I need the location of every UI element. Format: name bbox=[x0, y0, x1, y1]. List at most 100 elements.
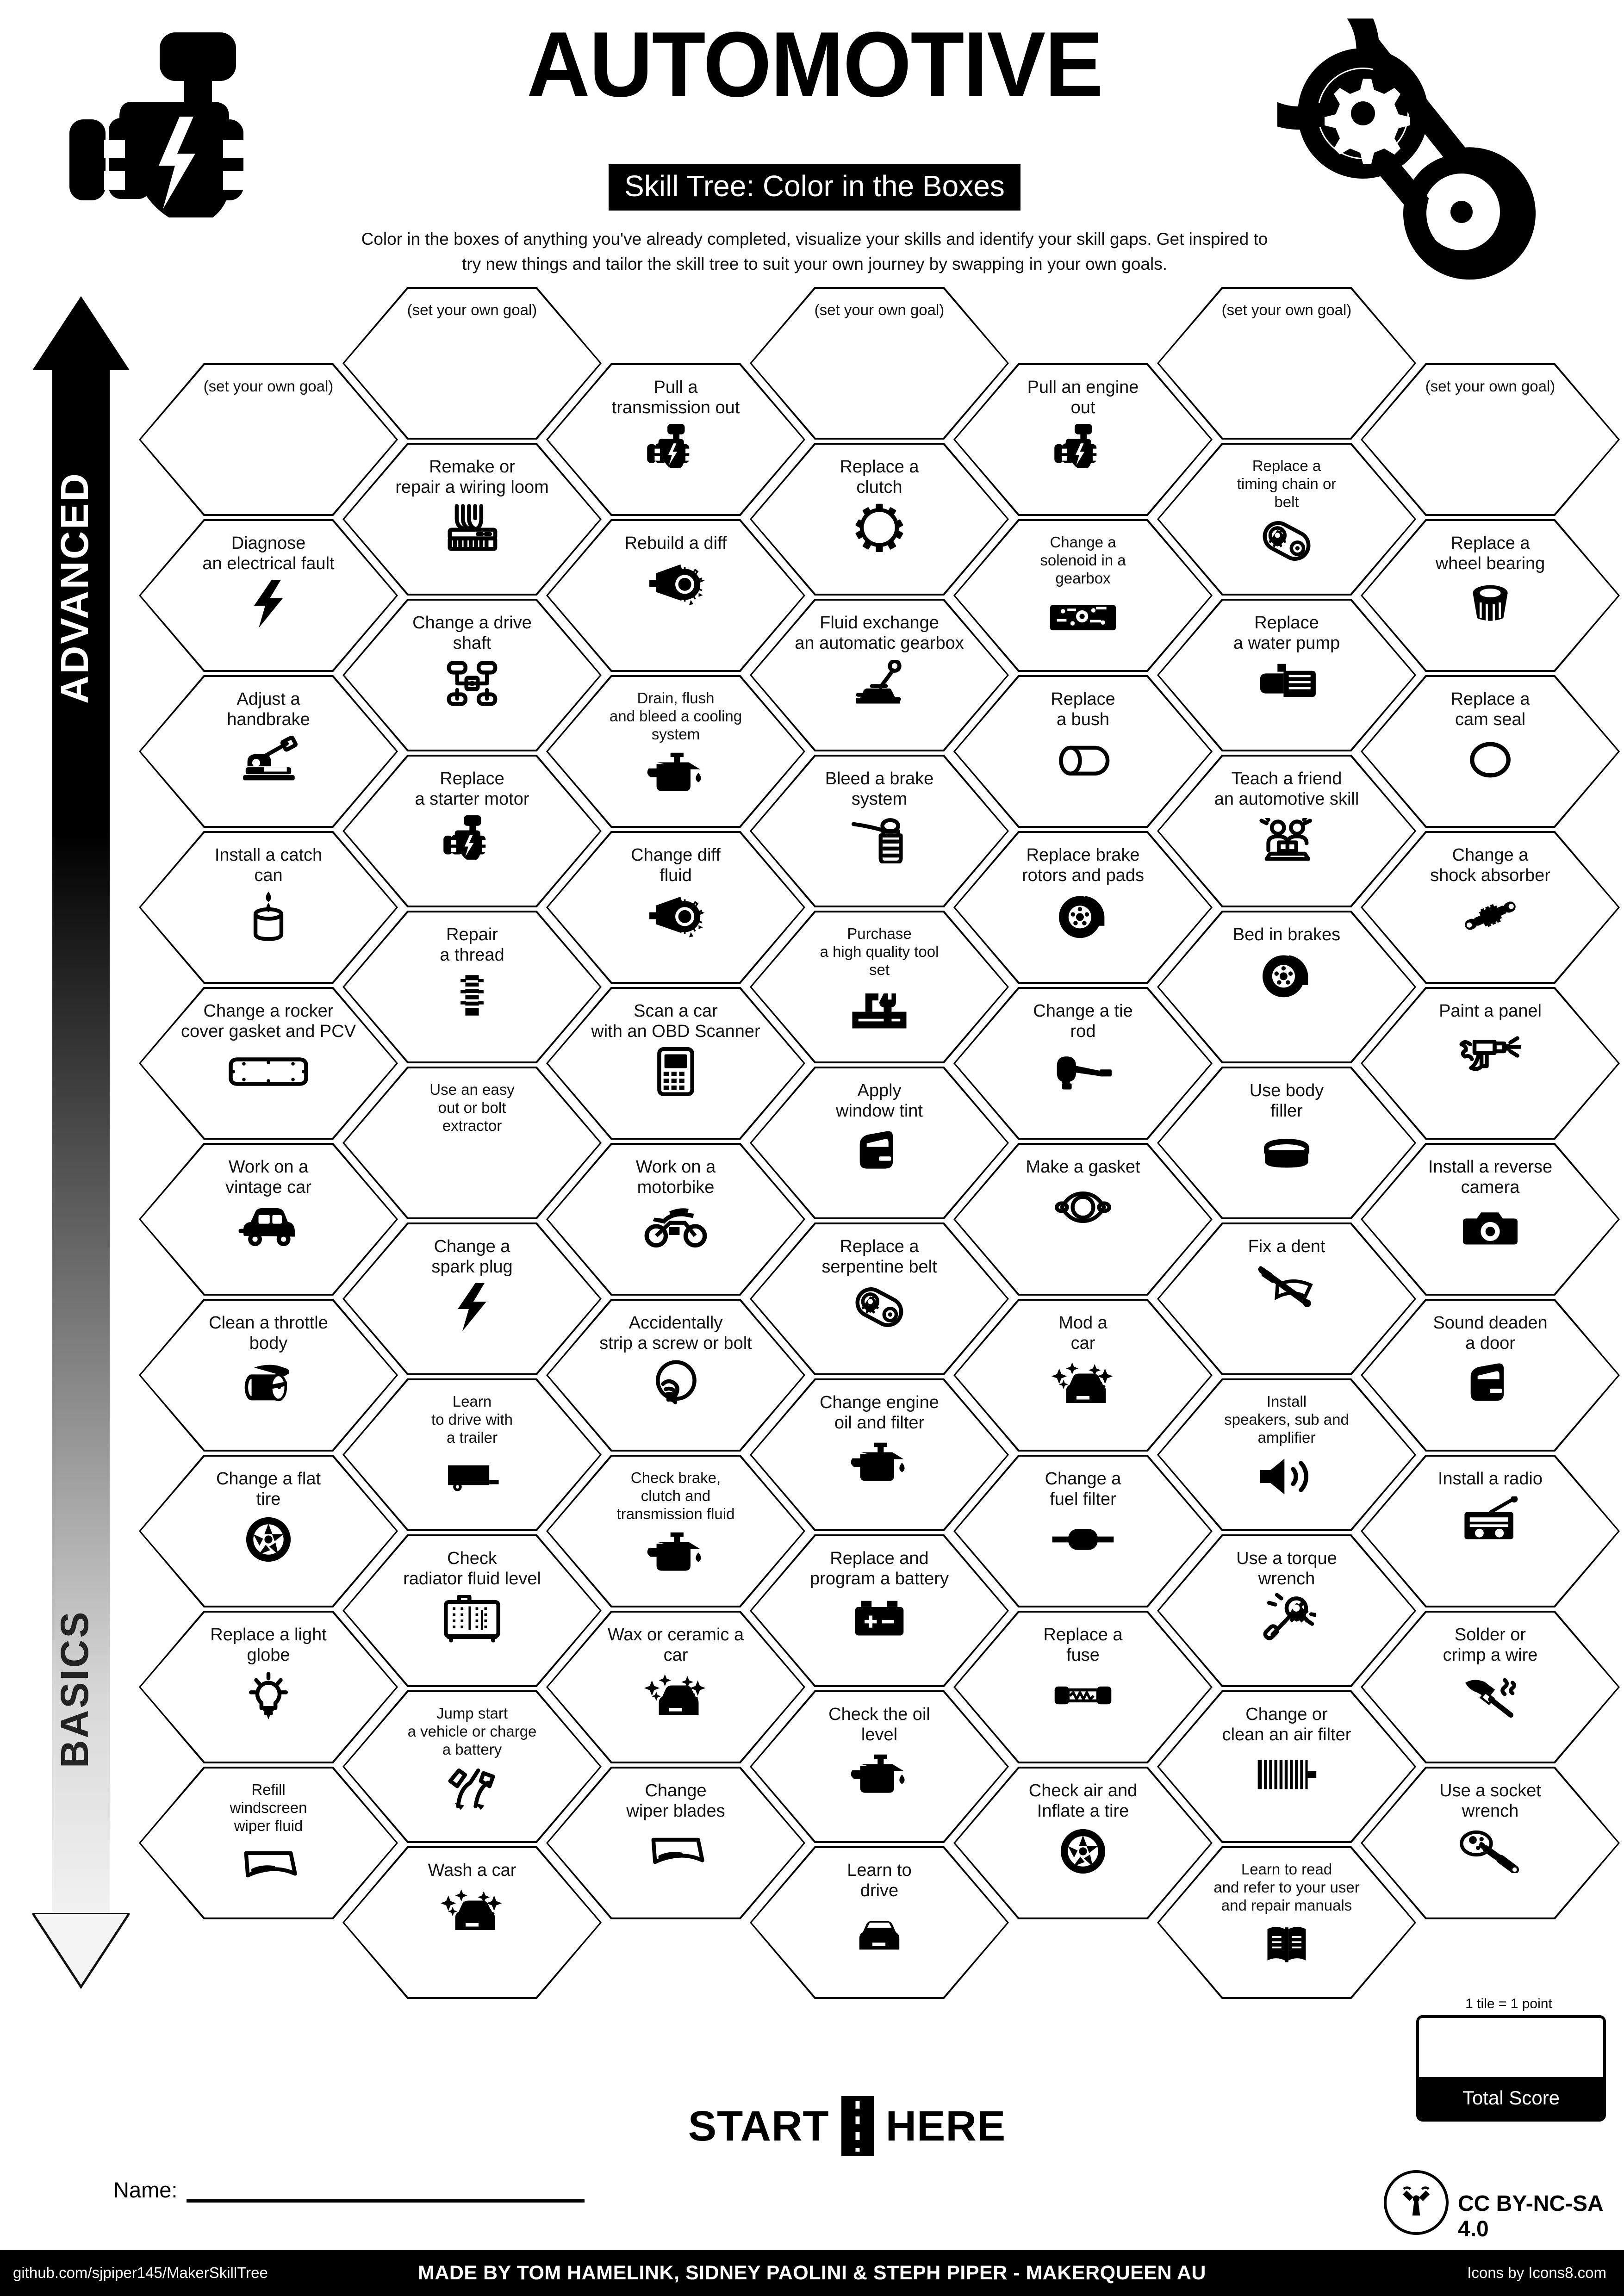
skill-hex-inner[interactable]: Adjust a handbrake bbox=[141, 677, 396, 826]
skill-hex-inner[interactable]: Change or clean an air filter bbox=[1159, 1692, 1414, 1841]
skill-hex-tile[interactable]: Replace a starter motor bbox=[342, 755, 602, 907]
skill-hex-inner[interactable]: Clean a throttle body bbox=[141, 1301, 396, 1450]
skill-hex-inner[interactable]: Check the oil level bbox=[752, 1692, 1007, 1841]
skill-hex-tile[interactable]: Check brake, clutch and transmission fluid bbox=[546, 1455, 805, 1607]
skill-hex-tile[interactable]: Teach a friend an automotive skill bbox=[1157, 755, 1416, 907]
skill-hex-tile[interactable]: Rebuild a diff bbox=[546, 519, 805, 672]
skill-hex-inner[interactable]: Work on a motorbike bbox=[548, 1145, 803, 1294]
skill-hex-inner[interactable]: Learn to drive bbox=[752, 1848, 1007, 1997]
total-score-box[interactable]: Total Score bbox=[1416, 2015, 1606, 2122]
skill-hex-inner[interactable]: Rebuild a diff bbox=[548, 521, 803, 670]
skill-hex-inner[interactable]: Fix a dent bbox=[1159, 1224, 1414, 1373]
skill-hex-inner[interactable]: Replace a water pump bbox=[1159, 601, 1414, 750]
skill-hex-tile[interactable]: Change a spark plug bbox=[342, 1222, 602, 1375]
skill-hex-tile[interactable]: Replace a wheel bearing bbox=[1361, 519, 1620, 672]
skill-hex-tile[interactable]: Wax or ceramic a car bbox=[546, 1611, 805, 1763]
skill-hex-inner[interactable]: Repair a thread bbox=[344, 912, 600, 1061]
skill-hex-inner[interactable]: Remake or repair a wiring loom bbox=[344, 445, 600, 594]
skill-hex-inner[interactable]: Mod a car bbox=[955, 1301, 1211, 1450]
skill-hex-inner[interactable]: Replace a bush bbox=[955, 677, 1211, 826]
skill-hex-inner[interactable]: Change diff fluid bbox=[548, 833, 803, 982]
name-input-line[interactable] bbox=[187, 2195, 585, 2203]
skill-hex-inner[interactable]: Teach a friend an automotive skill bbox=[1159, 757, 1414, 906]
skill-hex-tile[interactable]: Adjust a handbrake bbox=[139, 675, 398, 828]
skill-hex-inner[interactable]: Fluid exchange an automatic gearbox bbox=[752, 601, 1007, 750]
skill-hex-tile[interactable]: Change a drive shaft bbox=[342, 599, 602, 751]
skill-hex-inner[interactable]: Change a tie rod bbox=[955, 989, 1211, 1138]
skill-hex-tile[interactable]: Refill windscreen wiper fluid bbox=[139, 1767, 398, 1919]
skill-hex-tile[interactable]: Change diff fluid bbox=[546, 831, 805, 984]
skill-hex-tile[interactable]: Install a catch can bbox=[139, 831, 398, 984]
skill-hex-inner[interactable]: Replace brake rotors and pads bbox=[955, 833, 1211, 982]
skill-hex-tile[interactable]: Replace a timing chain or belt bbox=[1157, 443, 1416, 596]
skill-hex-inner[interactable]: Change a shock absorber bbox=[1363, 833, 1618, 982]
skill-hex-tile[interactable]: Bleed a brake system bbox=[750, 755, 1009, 907]
skill-hex-inner[interactable]: (set your own goal) bbox=[344, 289, 600, 438]
skill-hex-inner[interactable]: Apply window tint bbox=[752, 1068, 1007, 1217]
skill-hex-tile[interactable]: Use an easy out or bolt extractor bbox=[342, 1067, 602, 1219]
skill-hex-tile[interactable]: Purchase a high quality tool set bbox=[750, 911, 1009, 1063]
skill-hex-tile[interactable]: Change wiper blades bbox=[546, 1767, 805, 1919]
skill-hex-tile[interactable]: (set your own goal) bbox=[1157, 287, 1416, 440]
skill-hex-inner[interactable]: Purchase a high quality tool set bbox=[752, 912, 1007, 1061]
skill-hex-inner[interactable]: (set your own goal) bbox=[1159, 289, 1414, 438]
skill-hex-tile[interactable]: Replace a clutch bbox=[750, 443, 1009, 596]
skill-hex-inner[interactable]: Learn to read and refer to your user and r… bbox=[1159, 1848, 1414, 1997]
skill-hex-tile[interactable]: Learn to read and refer to your user and r… bbox=[1157, 1846, 1416, 1999]
skill-hex-tile[interactable]: (set your own goal) bbox=[342, 287, 602, 440]
skill-hex-inner[interactable]: (set your own goal) bbox=[1363, 365, 1618, 514]
skill-hex-inner[interactable]: Make a gasket bbox=[955, 1145, 1211, 1294]
skill-hex-inner[interactable]: Replace a clutch bbox=[752, 445, 1007, 594]
skill-hex-inner[interactable]: Replace a light globe bbox=[141, 1613, 396, 1762]
skill-hex-tile[interactable]: Paint a panel bbox=[1361, 987, 1620, 1140]
skill-hex-inner[interactable]: Change a fuel filter bbox=[955, 1457, 1211, 1606]
skill-hex-inner[interactable]: Use a socket wrench bbox=[1363, 1769, 1618, 1917]
skill-hex-tile[interactable]: Mod a car bbox=[953, 1299, 1213, 1452]
skill-hex-tile[interactable]: Accidentally strip a screw or bolt bbox=[546, 1299, 805, 1452]
skill-hex-inner[interactable]: Change a solenoid in a gearbox bbox=[955, 521, 1211, 670]
skill-hex-tile[interactable]: Fix a dent bbox=[1157, 1222, 1416, 1375]
skill-hex-inner[interactable]: Check radiator fluid level bbox=[344, 1536, 600, 1685]
skill-hex-tile[interactable]: Check air and Inflate a tire bbox=[953, 1767, 1213, 1919]
score-entry-area[interactable] bbox=[1419, 2018, 1603, 2077]
skill-hex-inner[interactable]: Sound deaden a door bbox=[1363, 1301, 1618, 1450]
skill-hex-inner[interactable]: Change a flat tire bbox=[141, 1457, 396, 1606]
skill-hex-tile[interactable]: Replace a cam seal bbox=[1361, 675, 1620, 828]
skill-hex-inner[interactable]: (set your own goal) bbox=[752, 289, 1007, 438]
skill-hex-tile[interactable]: Clean a throttle body bbox=[139, 1299, 398, 1452]
skill-hex-inner[interactable]: Use a torque wrench bbox=[1159, 1536, 1414, 1685]
skill-hex-tile[interactable]: Change a flat tire bbox=[139, 1455, 398, 1607]
skill-hex-inner[interactable]: Replace a serpentine belt bbox=[752, 1224, 1007, 1373]
skill-hex-tile[interactable]: Check radiator fluid level bbox=[342, 1534, 602, 1687]
skill-hex-inner[interactable]: Change a spark plug bbox=[344, 1224, 600, 1373]
skill-hex-inner[interactable]: Install a reverse camera bbox=[1363, 1145, 1618, 1294]
skill-hex-tile[interactable]: Bed in brakes bbox=[1157, 911, 1416, 1063]
skill-hex-inner[interactable]: Change wiper blades bbox=[548, 1769, 803, 1917]
skill-hex-inner[interactable]: Wax or ceramic a car bbox=[548, 1613, 803, 1762]
skill-hex-tile[interactable]: Replace a bush bbox=[953, 675, 1213, 828]
skill-hex-tile[interactable]: Work on a vintage car bbox=[139, 1143, 398, 1296]
skill-hex-tile[interactable]: (set your own goal) bbox=[750, 287, 1009, 440]
skill-hex-inner[interactable]: Install speakers, sub and amplifier bbox=[1159, 1380, 1414, 1529]
skill-hex-tile[interactable]: Change or clean an air filter bbox=[1157, 1690, 1416, 1843]
skill-hex-tile[interactable]: Install a radio bbox=[1361, 1455, 1620, 1607]
skill-hex-inner[interactable]: Wash a car bbox=[344, 1848, 600, 1997]
skill-hex-inner[interactable]: (set your own goal) bbox=[141, 365, 396, 514]
skill-hex-inner[interactable]: Scan a car with an OBD Scanner bbox=[548, 989, 803, 1138]
skill-hex-tile[interactable]: Apply window tint bbox=[750, 1067, 1009, 1219]
skill-hex-inner[interactable]: Check brake, clutch and transmission fluid bbox=[548, 1457, 803, 1606]
skill-hex-tile[interactable]: Drain, flush and bleed a cooling system bbox=[546, 675, 805, 828]
skill-hex-tile[interactable]: Change a rocker cover gasket and PCV bbox=[139, 987, 398, 1140]
skill-hex-inner[interactable]: Refill windscreen wiper fluid bbox=[141, 1769, 396, 1917]
skill-hex-tile[interactable]: Repair a thread bbox=[342, 911, 602, 1063]
skill-hex-tile[interactable]: Replace a light globe bbox=[139, 1611, 398, 1763]
skill-hex-tile[interactable]: Install a reverse camera bbox=[1361, 1143, 1620, 1296]
skill-hex-inner[interactable]: Install a radio bbox=[1363, 1457, 1618, 1606]
skill-hex-inner[interactable]: Use an easy out or bolt extractor bbox=[344, 1068, 600, 1217]
skill-hex-inner[interactable]: Pull an engine out bbox=[955, 365, 1211, 514]
skill-hex-tile[interactable]: Replace a water pump bbox=[1157, 599, 1416, 751]
skill-hex-tile[interactable]: Change a fuel filter bbox=[953, 1455, 1213, 1607]
skill-hex-tile[interactable]: Make a gasket bbox=[953, 1143, 1213, 1296]
skill-hex-inner[interactable]: Change a drive shaft bbox=[344, 601, 600, 750]
skill-hex-inner[interactable]: Install a catch can bbox=[141, 833, 396, 982]
